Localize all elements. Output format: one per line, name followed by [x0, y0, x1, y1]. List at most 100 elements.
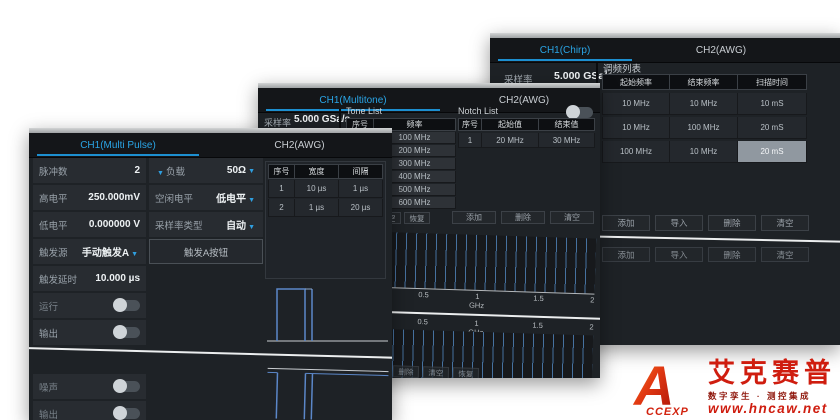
tab-ch1-multitone[interactable]: CH1(Multitone)	[258, 88, 448, 112]
run-toggle[interactable]	[113, 298, 140, 312]
pulse-index: 1	[268, 180, 295, 198]
field-value: 0.000000 V	[88, 219, 140, 230]
clear-button[interactable]: 清空	[422, 366, 450, 378]
notch-list-title: Notch List	[458, 106, 499, 116]
trigger-delay-row[interactable]: 触发延时 10.000 µs	[33, 266, 146, 291]
field-label: 采样率类型	[155, 220, 203, 232]
low-level-row[interactable]: 低电平 0.000000 V	[33, 212, 146, 237]
axis-tick: 0.5	[418, 290, 429, 300]
trigger-a-button[interactable]: 触发A按钮	[149, 239, 263, 264]
axis-unit: GHz	[468, 300, 485, 311]
tab-ch2-awg[interactable]: CH2(AWG)	[448, 88, 600, 112]
delete-button[interactable]: 删除	[708, 247, 756, 262]
axis-tick: 2	[589, 322, 594, 332]
pulse-row[interactable]: 2 1 µs 20 µs	[268, 199, 383, 217]
pulse-interval: 1 µs	[339, 180, 383, 198]
chevron-down-icon: ▼	[248, 224, 255, 231]
idle-level-dropdown[interactable]: 空闲电平 低电平 ▼	[149, 185, 263, 210]
output-row: 输出	[33, 401, 146, 420]
clear-button[interactable]: 清空	[550, 211, 594, 224]
field-label: 噪声	[39, 382, 59, 394]
tab-ch1-multi-pulse[interactable]: CH1(Multi Pulse)	[29, 133, 207, 157]
button-label: 删除	[398, 366, 414, 377]
axis-tick: 2	[590, 295, 595, 305]
field-value: 低电平	[216, 194, 247, 205]
tab-ch2-awg[interactable]: CH2(AWG)	[640, 38, 802, 62]
multitone-tabbar: CH1(Multitone) CH2(AWG)	[258, 88, 600, 113]
window-top-edge	[490, 33, 840, 38]
button-label: 恢复	[458, 368, 474, 378]
add-button[interactable]: 添加	[452, 211, 496, 224]
chevron-down-icon: ▼	[157, 169, 164, 177]
pulse-count-row[interactable]: 脉冲数 2	[33, 158, 146, 183]
header-cell: 宽度	[295, 164, 339, 179]
button-label: 清空	[428, 367, 444, 378]
run-row: 运行	[33, 293, 146, 318]
axis-tick: 0.5	[417, 317, 429, 327]
import-button[interactable]: 导入	[655, 247, 703, 262]
high-level-row[interactable]: 高电平 250.000mV	[33, 185, 146, 210]
clear-button[interactable]: 清空	[761, 247, 809, 262]
header-cell: 间隔	[339, 164, 383, 179]
cell-start-freq: 10 MHz	[602, 93, 670, 115]
header-cell: 结束频率	[670, 74, 738, 90]
cell-sweep-time-selected: 20 mS	[738, 141, 807, 163]
tone-frequency: 200 MHz	[374, 145, 456, 157]
import-button[interactable]: 导入	[655, 215, 703, 231]
chevron-down-icon: ▼	[248, 197, 255, 204]
brand-name: 艾克赛普	[708, 358, 836, 389]
notch-table-header: 序号 起始值 结束值	[458, 118, 595, 131]
pulse-width: 10 µs	[295, 180, 339, 198]
button-label: 清空	[776, 249, 794, 260]
notch-list-toggle[interactable]	[566, 105, 593, 119]
sample-rate-type-dropdown[interactable]: 采样率类型 自动 ▼	[149, 212, 263, 237]
add-button[interactable]: 添加	[602, 215, 650, 231]
field-value: 50Ω	[226, 165, 247, 176]
output-toggle[interactable]	[113, 406, 140, 420]
field-label: 低电平	[39, 220, 68, 232]
field-label: 输出	[39, 328, 59, 340]
button-label: 清空	[564, 213, 580, 222]
table-row[interactable]: 10 MHz 10 MHz 10 mS	[602, 93, 807, 115]
field-value: 手动触发A	[81, 248, 130, 259]
clear-button[interactable]: 清空	[761, 215, 809, 231]
tone-table-header: 序号 频率	[346, 118, 456, 131]
field-label: 负载	[165, 166, 185, 178]
cell-end-freq: 10 MHz	[670, 93, 738, 115]
sample-rate-label: 采样率	[264, 118, 292, 128]
delete-button[interactable]: 删除	[501, 211, 545, 224]
pulse-width: 1 µs	[295, 199, 339, 217]
panel-multi-pulse: CH1(Multi Pulse) CH2(AWG) 脉冲数 2 高电平 250.…	[29, 128, 392, 420]
field-label: 运行	[39, 301, 59, 313]
output-toggle[interactable]	[113, 325, 140, 339]
chevron-down-icon: ▼	[131, 251, 138, 258]
notch-row[interactable]: 1 20 MHz 30 MHz	[458, 133, 595, 148]
table-row[interactable]: 10 MHz 100 MHz 20 mS	[602, 117, 807, 139]
tab-label: CH2(AWG)	[498, 94, 550, 106]
tab-ch2-awg[interactable]: CH2(AWG)	[207, 133, 392, 157]
add-button[interactable]: 添加	[602, 247, 650, 262]
pulse-table-header: 序号 宽度 间隔	[268, 164, 383, 179]
watermark: A CCEXP 艾克赛普 数字孪生 · 测控集成 www.hncaw.net	[632, 359, 836, 417]
restore-button[interactable]: 恢复	[404, 212, 430, 224]
load-dropdown[interactable]: ▼ 负载 50Ω ▼	[149, 158, 263, 183]
noise-row: 噪声	[33, 374, 146, 399]
pulse-waveform-preview	[267, 367, 389, 420]
button-label: 恢复	[409, 213, 425, 223]
header-cell: 频率	[374, 118, 456, 131]
noise-toggle[interactable]	[113, 379, 140, 393]
delete-button[interactable]: 删除	[708, 215, 756, 231]
field-label: 脉冲数	[39, 166, 68, 178]
table-row[interactable]: 100 MHz 10 MHz 20 mS	[602, 141, 807, 163]
svg-text:CCEXP: CCEXP	[646, 406, 689, 417]
sample-rate-value: 5.000 GSa/s	[554, 70, 613, 82]
notch-index: 1	[458, 133, 482, 148]
pulse-row[interactable]: 1 10 µs 1 µs	[268, 180, 383, 198]
tab-ch1-chirp[interactable]: CH1(Chirp)	[490, 38, 640, 62]
tone-frequency: 400 MHz	[374, 171, 456, 183]
restore-button[interactable]: 恢复	[452, 367, 480, 378]
delete-button[interactable]: 删除	[392, 365, 420, 378]
tone-list-title: Tone List	[346, 106, 383, 116]
field-value: 2	[134, 165, 140, 176]
trigger-source-dropdown[interactable]: 触发源 手动触发A ▼	[33, 239, 146, 264]
